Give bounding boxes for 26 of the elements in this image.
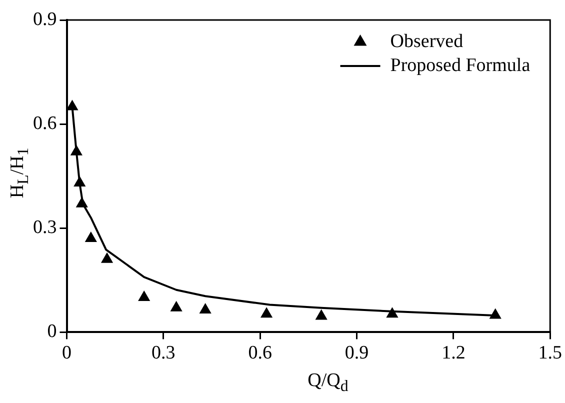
point — [70, 145, 82, 156]
x-tick-label: 0.3 — [152, 342, 176, 364]
legend-label: Proposed Formula — [390, 54, 531, 76]
x-tick-label: 1.2 — [442, 342, 466, 364]
y-tick-label: 0 — [47, 321, 57, 342]
point — [101, 252, 113, 263]
y-tick-label: 0.3 — [33, 217, 57, 238]
x-tick-label: 0.9 — [344, 342, 369, 364]
x-axis-title: Q/Q$_{d}$ — [306, 370, 350, 396]
point — [74, 176, 86, 187]
y-tick-label: 0.9 — [33, 8, 57, 30]
point — [386, 308, 398, 318]
y-tick-label: 0.6 — [33, 113, 57, 134]
point — [85, 232, 97, 242]
point — [260, 308, 272, 318]
point — [200, 304, 212, 314]
point — [76, 197, 88, 208]
x-tick-label: 1.5 — [538, 342, 562, 364]
point — [138, 291, 150, 302]
point — [170, 301, 182, 312]
point — [66, 100, 78, 110]
point — [490, 308, 502, 319]
x-tick-label: 0.6 — [248, 342, 272, 364]
x-tick-label: 0 — [62, 342, 72, 364]
legend-label: Observed — [390, 30, 464, 52]
point — [316, 310, 328, 320]
